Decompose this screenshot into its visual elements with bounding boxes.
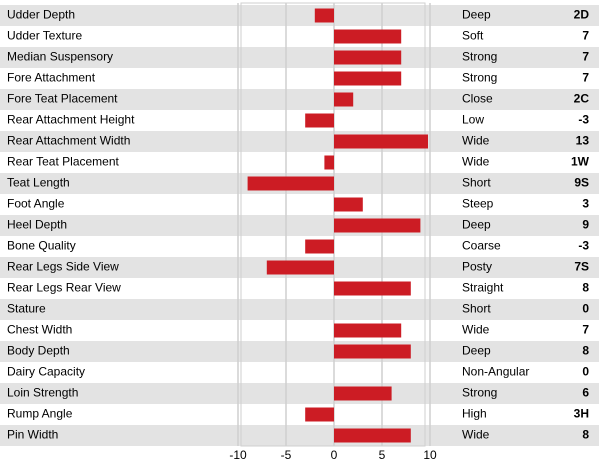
descriptor-label: Close — [462, 92, 493, 106]
row-band — [0, 383, 599, 404]
descriptor-label: Soft — [462, 29, 484, 43]
category-label: Rear Teat Placement — [7, 155, 120, 169]
value-label: 2D — [574, 8, 590, 22]
category-label: Rear Attachment Width — [7, 134, 130, 148]
value-label: 2C — [574, 92, 590, 106]
descriptor-label: Deep — [462, 8, 491, 22]
plot-frame — [240, 2, 426, 447]
value-label: -3 — [578, 113, 589, 127]
bar — [334, 29, 402, 44]
row-band — [0, 131, 599, 152]
category-label: Median Suspensory — [7, 50, 113, 64]
category-label: Udder Texture — [7, 29, 82, 43]
bar — [334, 71, 402, 86]
value-label: 3 — [582, 197, 589, 211]
descriptor-label: Strong — [462, 50, 497, 64]
x-tick-label: -5 — [281, 448, 292, 462]
category-label: Dairy Capacity — [7, 365, 85, 379]
bar — [334, 92, 354, 107]
category-label: Body Depth — [7, 344, 70, 358]
row-band — [0, 89, 599, 110]
category-label: Heel Depth — [7, 218, 67, 232]
descriptor-label: Short — [462, 302, 491, 316]
descriptor-label: Short — [462, 176, 491, 190]
row-band — [0, 299, 599, 320]
value-label: 8 — [582, 344, 589, 358]
descriptor-label: Deep — [462, 218, 491, 232]
x-tick-label: -10 — [229, 448, 247, 462]
descriptor-label: High — [462, 407, 487, 421]
row-band — [0, 341, 599, 362]
bar — [334, 197, 363, 212]
value-label: 6 — [582, 386, 589, 400]
value-label: 0 — [582, 302, 589, 316]
category-label: Pin Width — [7, 428, 58, 442]
value-label: 8 — [582, 281, 589, 295]
category-label: Rump Angle — [7, 407, 73, 421]
bar — [334, 386, 392, 401]
x-tick-label: 10 — [423, 448, 437, 462]
descriptor-label: Posty — [462, 260, 492, 274]
category-label: Rear Attachment Height — [7, 113, 135, 127]
category-label: Bone Quality — [7, 239, 76, 253]
descriptor-label: Steep — [462, 197, 494, 211]
descriptor-label: Wide — [462, 134, 490, 148]
category-label: Stature — [7, 302, 46, 316]
bar — [305, 113, 334, 128]
bar — [305, 239, 334, 254]
value-label: 7 — [582, 29, 589, 43]
row-band — [0, 425, 599, 446]
category-label: Fore Teat Placement — [7, 92, 118, 106]
category-label: Rear Legs Side View — [7, 260, 119, 274]
value-label: 9S — [574, 176, 589, 190]
descriptor-label: Coarse — [462, 239, 501, 253]
descriptor-label: Non-Angular — [462, 365, 529, 379]
category-label: Foot Angle — [7, 197, 65, 211]
bar — [305, 407, 334, 422]
descriptor-label: Strong — [462, 386, 497, 400]
bar — [334, 134, 428, 149]
value-label: 7S — [574, 260, 589, 274]
value-label: -3 — [578, 239, 589, 253]
value-label: 8 — [582, 428, 589, 442]
x-tick-label: 0 — [331, 448, 338, 462]
x-tick-label: 5 — [379, 448, 386, 462]
value-label: 13 — [576, 134, 590, 148]
value-label: 9 — [582, 218, 589, 232]
descriptor-label: Wide — [462, 428, 490, 442]
category-label: Fore Attachment — [7, 71, 96, 85]
row-band — [0, 5, 599, 26]
bar — [314, 8, 334, 23]
bar — [334, 344, 411, 359]
category-label: Udder Depth — [7, 8, 75, 22]
descriptor-label: Low — [462, 113, 484, 127]
row-band — [0, 215, 599, 236]
descriptor-label: Deep — [462, 344, 491, 358]
descriptor-label: Straight — [462, 281, 504, 295]
descriptor-label: Strong — [462, 71, 497, 85]
category-label: Chest Width — [7, 323, 72, 337]
descriptor-label: Wide — [462, 155, 490, 169]
value-label: 7 — [582, 323, 589, 337]
value-label: 7 — [582, 71, 589, 85]
bar — [334, 428, 411, 443]
bar — [266, 260, 334, 275]
value-label: 3H — [574, 407, 589, 421]
category-label: Teat Length — [7, 176, 70, 190]
value-label: 1W — [571, 155, 590, 169]
bar — [334, 281, 411, 296]
bar — [247, 176, 334, 191]
bar — [324, 155, 334, 170]
value-label: 7 — [582, 50, 589, 64]
category-label: Loin Strength — [7, 386, 78, 400]
bar — [334, 218, 421, 233]
bar — [334, 323, 402, 338]
descriptor-label: Wide — [462, 323, 490, 337]
bar — [334, 50, 402, 65]
row-band — [0, 47, 599, 68]
category-label: Rear Legs Rear View — [7, 281, 121, 295]
value-label: 0 — [582, 365, 589, 379]
